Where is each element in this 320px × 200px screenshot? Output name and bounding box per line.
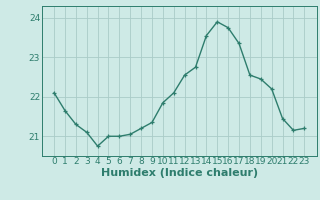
X-axis label: Humidex (Indice chaleur): Humidex (Indice chaleur) [100,168,258,178]
